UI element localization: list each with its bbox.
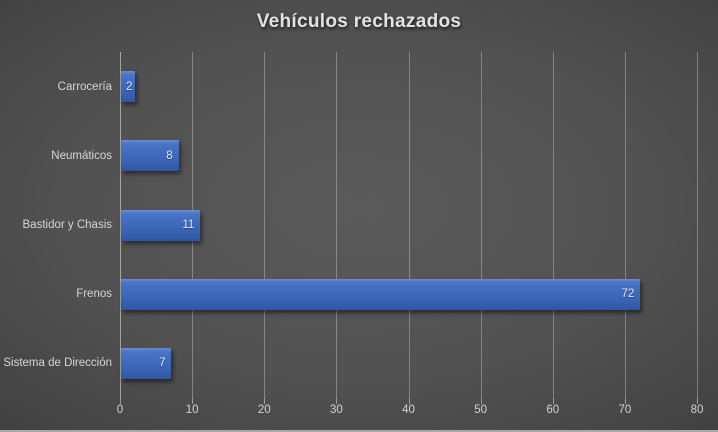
x-axis-tick-label: 20	[257, 404, 271, 416]
x-axis-tick	[624, 398, 626, 404]
bar[interactable]: 2	[121, 71, 136, 103]
bottom-edge	[0, 430, 718, 432]
x-axis-tick-label: 50	[474, 404, 488, 416]
category-label: Carrocería	[57, 80, 112, 93]
x-axis-tick	[336, 398, 338, 404]
gridline	[336, 52, 338, 398]
bar[interactable]: 7	[121, 347, 172, 379]
bar-value-label: 11	[182, 219, 195, 231]
bar[interactable]: 8	[121, 140, 179, 172]
chart-title: Vehículos rechazados	[256, 11, 462, 32]
x-axis-tick-label: 0	[116, 404, 124, 416]
gridline	[697, 52, 698, 398]
x-axis-tick	[552, 398, 554, 404]
x-axis-tick-label: 30	[329, 404, 343, 416]
x-axis-tick	[264, 398, 266, 404]
gridline	[552, 52, 554, 398]
bar[interactable]: 11	[121, 209, 201, 241]
x-axis-tick-label: 70	[618, 404, 632, 416]
x-axis-tick	[480, 398, 482, 404]
x-axis-tick-label: 80	[690, 404, 704, 416]
x-axis-tick-label: 10	[185, 404, 199, 416]
bar-value-label: 2	[126, 80, 133, 93]
gridline	[480, 52, 482, 398]
plot-area: 2 8 11 72 7	[120, 52, 698, 398]
category-label: Frenos	[76, 288, 112, 301]
x-axis-tick	[192, 398, 194, 404]
value-axis-line	[120, 52, 121, 398]
bar-value-label: 72	[621, 288, 635, 301]
bar-value-label: 7	[159, 357, 166, 370]
bar[interactable]: 72	[121, 278, 641, 310]
x-axis-tick	[697, 398, 698, 404]
x-axis-tick	[408, 398, 410, 404]
x-axis-tick-label: 60	[546, 404, 560, 416]
category-label: Sistema de Dirección	[3, 357, 112, 370]
category-label: Neumáticos	[51, 149, 112, 162]
gridline	[264, 52, 266, 398]
x-axis-tick-label: 40	[402, 404, 415, 416]
gridline	[624, 52, 626, 398]
gridline	[408, 52, 410, 398]
category-label: Bastidor y Chasis	[22, 219, 112, 231]
x-axis-tick	[120, 398, 121, 404]
bar-value-label: 8	[166, 149, 173, 162]
